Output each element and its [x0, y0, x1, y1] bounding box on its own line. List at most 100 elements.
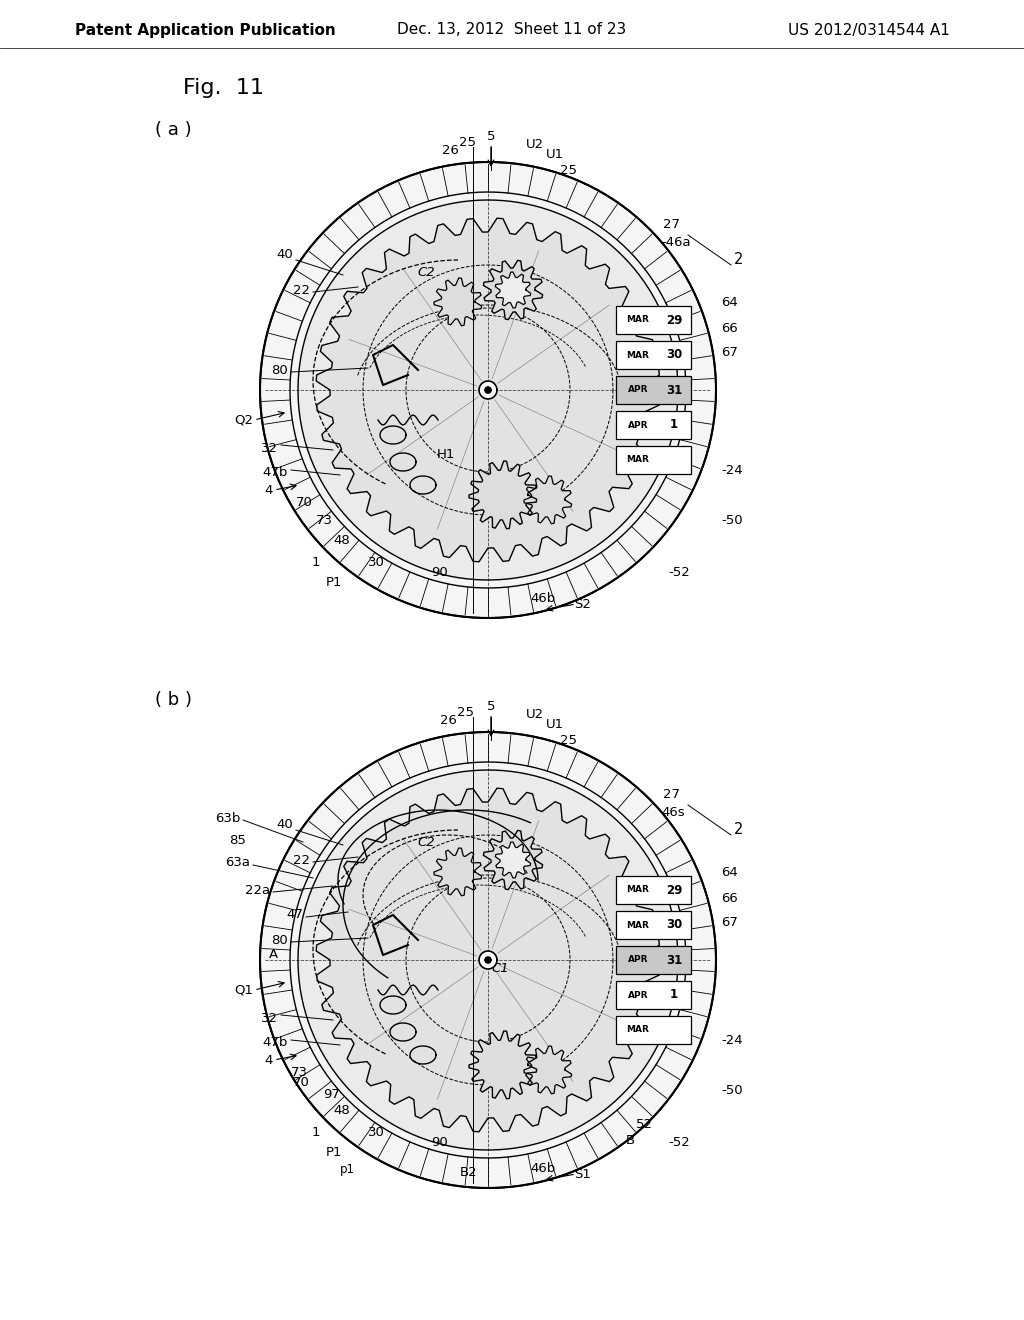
Text: 40: 40	[276, 248, 293, 261]
Polygon shape	[298, 201, 678, 579]
Polygon shape	[485, 387, 490, 393]
Text: 32: 32	[261, 1011, 278, 1024]
Text: APR: APR	[628, 421, 648, 429]
Text: S1: S1	[574, 1168, 592, 1181]
Text: 73: 73	[291, 1065, 308, 1078]
Text: 46b: 46b	[530, 591, 555, 605]
Text: 22: 22	[293, 284, 310, 297]
Polygon shape	[485, 957, 490, 964]
Text: 4: 4	[264, 1053, 273, 1067]
Polygon shape	[479, 950, 497, 969]
Text: MAR: MAR	[627, 886, 649, 895]
Text: C1: C1	[492, 961, 509, 974]
Bar	[616, 876, 691, 904]
Text: p1: p1	[340, 1163, 355, 1176]
Polygon shape	[434, 279, 481, 326]
Text: 63a: 63a	[225, 857, 250, 870]
Text: MAR: MAR	[627, 1026, 649, 1035]
Text: 4: 4	[264, 483, 273, 496]
Text: 2: 2	[734, 252, 743, 268]
Text: 2: 2	[734, 822, 743, 837]
Text: APR: APR	[628, 956, 648, 965]
Text: 31: 31	[666, 953, 682, 966]
Text: MAR: MAR	[627, 455, 649, 465]
Text: 31: 31	[666, 384, 682, 396]
Text: H1: H1	[437, 449, 456, 462]
Text: 32: 32	[261, 441, 278, 454]
Bar	[616, 1016, 691, 1044]
Polygon shape	[496, 842, 530, 878]
Text: 30: 30	[368, 557, 384, 569]
Text: A: A	[269, 949, 278, 961]
Polygon shape	[316, 788, 659, 1131]
Bar	[616, 946, 691, 974]
Text: 1: 1	[311, 557, 321, 569]
Text: 5: 5	[486, 129, 496, 143]
Text: Q1: Q1	[234, 983, 253, 997]
Polygon shape	[483, 260, 543, 319]
Text: -50: -50	[721, 513, 742, 527]
Text: 90: 90	[432, 1137, 449, 1150]
Text: B2: B2	[460, 1167, 477, 1180]
Text: P1: P1	[326, 576, 342, 589]
Text: 97: 97	[324, 1089, 340, 1101]
Text: 1: 1	[311, 1126, 321, 1139]
Polygon shape	[260, 733, 716, 1188]
Text: 40: 40	[276, 818, 293, 832]
Text: 48: 48	[333, 1104, 350, 1117]
Text: 22a: 22a	[245, 883, 270, 896]
Text: Dec. 13, 2012  Sheet 11 of 23: Dec. 13, 2012 Sheet 11 of 23	[397, 22, 627, 37]
Bar	[616, 981, 691, 1008]
Text: 25: 25	[560, 164, 577, 177]
Text: 5: 5	[486, 700, 496, 713]
Polygon shape	[524, 1045, 571, 1094]
Text: 70: 70	[296, 495, 313, 508]
Text: 26: 26	[439, 714, 457, 726]
Text: -52: -52	[668, 1135, 690, 1148]
Polygon shape	[469, 461, 537, 529]
Text: APR: APR	[628, 385, 648, 395]
Text: Patent Application Publication: Patent Application Publication	[75, 22, 336, 37]
Text: 46s: 46s	[662, 805, 685, 818]
Polygon shape	[316, 218, 659, 562]
Text: 64: 64	[721, 866, 737, 879]
Text: 67: 67	[721, 346, 738, 359]
Text: 25: 25	[458, 705, 474, 718]
Text: 90: 90	[432, 566, 449, 579]
Bar	[616, 446, 691, 474]
Text: -46a: -46a	[662, 235, 690, 248]
Text: B: B	[626, 1134, 635, 1147]
Polygon shape	[434, 847, 481, 896]
Text: U1: U1	[546, 718, 564, 730]
Text: 47b: 47b	[262, 466, 288, 479]
Bar	[616, 376, 691, 404]
Text: 22: 22	[293, 854, 310, 866]
Text: -50: -50	[721, 1084, 742, 1097]
Polygon shape	[524, 477, 571, 524]
Polygon shape	[496, 272, 530, 308]
Text: APR: APR	[628, 990, 648, 999]
Text: 30: 30	[666, 348, 682, 362]
Text: 66: 66	[721, 891, 737, 904]
Text: 63b: 63b	[215, 812, 240, 825]
Text: 46b: 46b	[530, 1162, 555, 1175]
Bar	[616, 411, 691, 440]
Text: MAR: MAR	[627, 920, 649, 929]
Text: 27: 27	[663, 219, 680, 231]
Bar	[616, 306, 691, 334]
Text: 47b: 47b	[262, 1036, 288, 1049]
Text: 66: 66	[721, 322, 737, 334]
Text: S2: S2	[574, 598, 592, 611]
Polygon shape	[483, 830, 543, 890]
Text: ( b ): ( b )	[155, 690, 193, 709]
Text: 26: 26	[441, 144, 459, 157]
Text: C2: C2	[417, 836, 435, 849]
Text: 80: 80	[271, 933, 288, 946]
Text: 48: 48	[333, 533, 350, 546]
Text: US 2012/0314544 A1: US 2012/0314544 A1	[788, 22, 950, 37]
Text: 30: 30	[666, 919, 682, 932]
Polygon shape	[479, 381, 497, 399]
Text: 25: 25	[560, 734, 577, 747]
Text: 1: 1	[670, 989, 678, 1002]
Text: 85: 85	[229, 833, 246, 846]
